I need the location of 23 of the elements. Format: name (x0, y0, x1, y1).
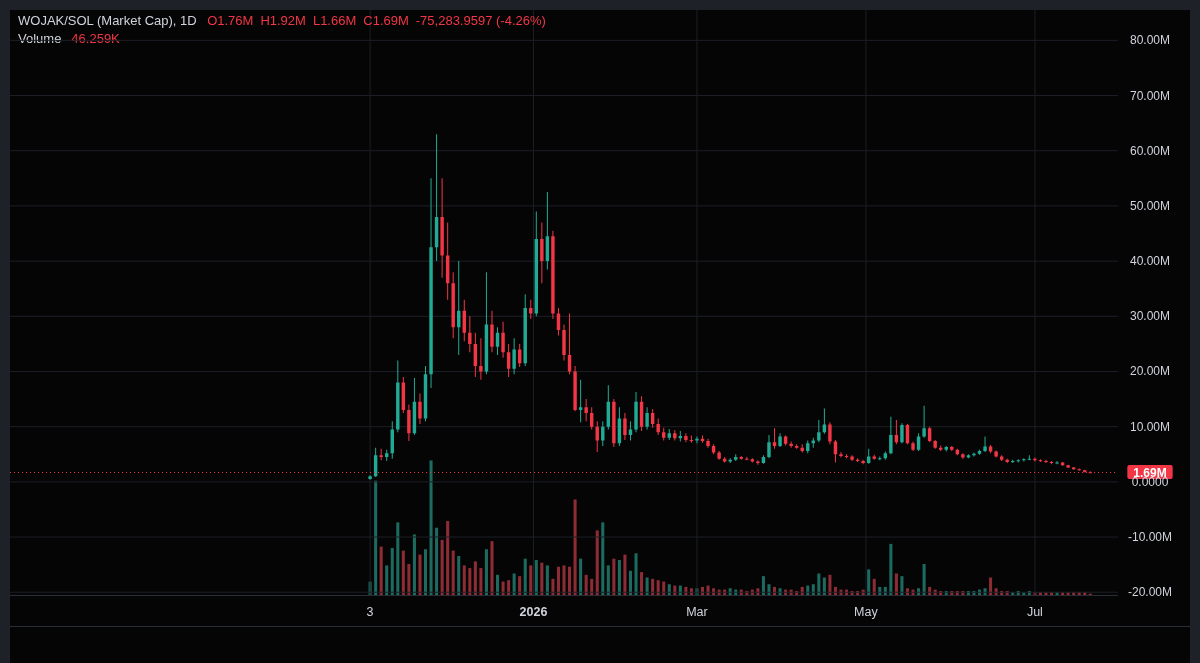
x-tick-label: Jul (1026, 605, 1043, 619)
annotation: O1.76M (207, 13, 254, 28)
x-tick-label: 2026 (519, 605, 548, 619)
annotation: H1.92M (260, 13, 306, 28)
annotation: L1.66M (312, 13, 357, 28)
y-tick-label: 30.00M (1129, 309, 1171, 324)
annotation: -75,283.9597 (-4.26%) (415, 13, 546, 28)
x-tick-label: Mar (686, 605, 708, 619)
annotation: C1.69M (363, 13, 409, 28)
y-tick-label: 70.00M (1129, 88, 1171, 103)
y-tick-label: 20.00M (1129, 364, 1171, 379)
y-tick-label: 60.00M (1129, 143, 1171, 158)
y-tick-label: 80.00M (1129, 33, 1171, 48)
y-tick-label: 10.00M (1129, 419, 1171, 434)
x-tick-label: May (854, 605, 879, 619)
chart-title: Volume (18, 31, 62, 46)
annotation: 46.259K (71, 31, 121, 46)
x-tick-label: 3 (366, 605, 374, 619)
y-tick-label: 50.00M (1129, 198, 1171, 213)
y-tick-label: 40.00M (1129, 254, 1171, 269)
y-tick-label: -10.00M (1127, 530, 1173, 545)
chart-title: WOJAK/SOL (Market Cap), 1D (18, 13, 197, 28)
y-tick-label: -20.00M (1127, 585, 1173, 600)
